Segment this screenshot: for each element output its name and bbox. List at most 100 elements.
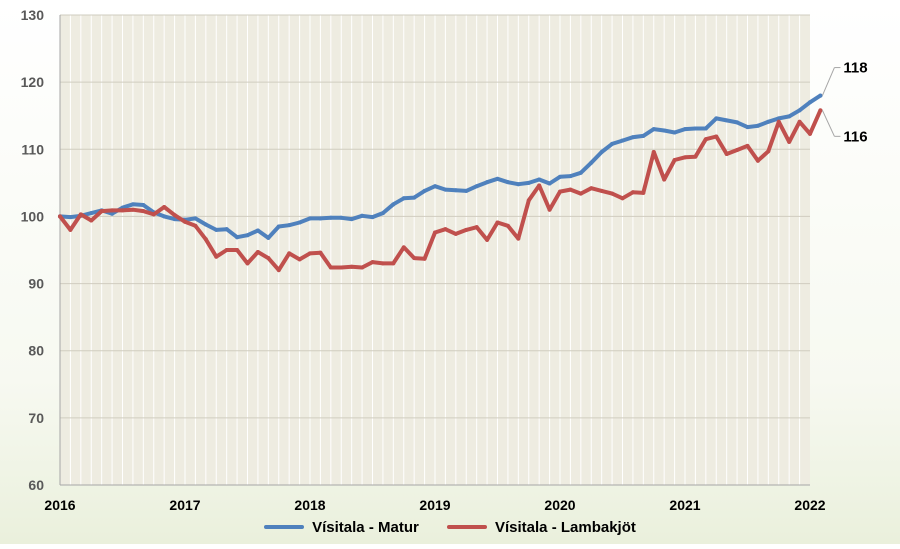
data-point [505,180,510,185]
data-point [672,158,677,163]
data-point [464,188,469,193]
data-point [130,207,135,212]
data-point [526,180,531,185]
data-point [641,190,646,195]
x-tick-label: 2016 [44,497,75,513]
data-point [349,217,354,222]
data-point [151,212,156,217]
x-tick-label: 2018 [294,497,325,513]
legend-item-matur: Vísitala - Matur [264,519,419,536]
data-point [110,208,115,213]
data-point [141,209,146,214]
data-point [443,187,448,192]
data-point [203,237,208,242]
legend-swatch-matur [264,525,305,529]
data-point [349,264,354,269]
data-point [235,248,240,252]
data-point [620,138,625,143]
y-tick-label: 60 [28,477,44,493]
data-point [318,250,323,255]
data-point [818,93,823,98]
legend-label-matur: Vísitala - Matur [312,518,419,536]
x-tick-label: 2017 [169,497,200,513]
data-point [568,174,573,179]
data-point [589,186,594,191]
data-point [255,250,260,255]
data-point [787,139,792,144]
data-point [485,180,490,185]
data-point [391,202,396,207]
data-point [183,219,187,224]
data-point [401,245,406,250]
data-point [787,114,792,119]
x-tick-label: 2019 [419,497,450,513]
data-point [818,108,823,113]
data-point [693,126,698,131]
data-point [443,227,448,232]
data-point [412,195,417,200]
data-point [297,257,302,262]
data-point [245,261,250,266]
data-point [141,203,146,208]
data-point [537,177,542,182]
data-point [568,187,573,192]
data-point [495,176,500,181]
data-point [745,125,750,130]
data-point [651,127,656,132]
data-point [693,154,698,159]
data-point [162,205,167,210]
data-point [714,134,719,139]
data-point [755,158,760,163]
data-point [683,155,687,160]
data-point [735,147,740,152]
data-point [422,188,427,193]
data-point [558,174,562,179]
data-point [339,215,344,220]
data-point [433,230,437,235]
y-tick-label: 80 [28,343,44,359]
data-point [516,236,521,241]
data-point [630,190,635,195]
data-point [339,265,344,270]
data-point [203,222,208,227]
data-point [255,228,260,233]
data-point [610,191,615,196]
data-point [68,215,73,220]
data-point [162,214,167,219]
data-point [370,215,375,220]
data-point [68,227,73,232]
data-point [672,130,677,135]
data-point [328,215,333,220]
data-point [703,126,708,131]
data-point [808,131,812,136]
end-label: 116 [843,128,867,145]
y-tick-label: 110 [21,141,44,157]
data-point [58,214,62,219]
data-point [578,170,583,175]
y-tick-label: 90 [28,276,44,292]
data-point [755,123,760,128]
data-point [516,182,521,187]
data-point [391,261,396,266]
data-point [703,137,708,142]
data-point [641,133,646,138]
data-point [453,188,458,193]
legend-label-lambakjot: Vísitala - Lambakjöt [495,518,636,536]
data-point [776,116,781,121]
data-point [401,196,406,201]
data-point [526,198,531,203]
x-axis: 2016 2017 2018 2019 2020 2021 2022 [44,497,825,513]
data-point [651,149,656,154]
x-tick-label: 2021 [669,497,700,513]
data-point [735,120,740,125]
data-point [662,128,667,133]
data-point [808,100,812,105]
data-point [130,202,135,207]
y-tick-label: 100 [21,208,45,224]
data-point [266,235,271,240]
data-point [172,217,177,222]
data-point [724,118,729,123]
data-point [422,256,427,261]
